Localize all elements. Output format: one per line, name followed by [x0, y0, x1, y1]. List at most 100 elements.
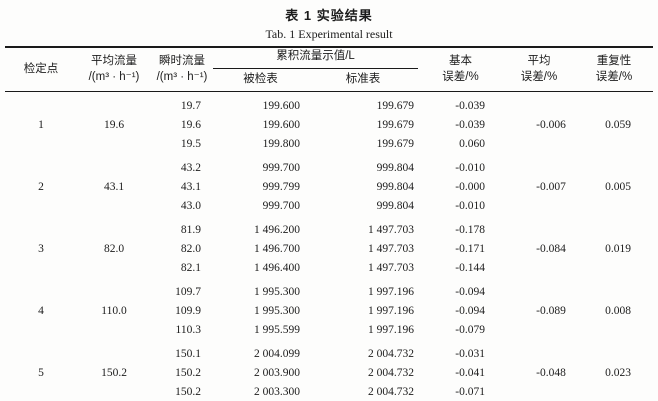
header-line: 误差/% [520, 70, 558, 83]
table-row: 19.5 199.800 199.679 0.060 [5, 135, 653, 154]
table-body: 1 19.6 19.7 199.600 199.679 -0.039 -0.006 0.059… [5, 92, 653, 401]
col-header-inst-flow: 瞬时流量 /(m³ · h⁻¹) [151, 47, 213, 92]
header-line: 基本 [449, 55, 472, 67]
cell-basic-error: -0.071 [455, 386, 485, 399]
cell-repeat-error: 0.008 [605, 305, 631, 318]
col-header-repeat-error: 重复性 误差/% [575, 47, 653, 92]
cell-standard-meter: 1 997.196 [368, 305, 414, 318]
cell-repeat-error: 0.019 [605, 243, 631, 256]
cell-mean-error: -0.048 [536, 367, 566, 380]
cell-basic-error: -0.000 [455, 181, 485, 194]
cell-standard-meter: 199.679 [376, 100, 414, 113]
header-line: 瞬时流量 [159, 55, 205, 67]
cell-basic-error: -0.079 [455, 324, 485, 337]
table-row: 4 110.0 109.7 1 995.300 1 997.196 -0.094 -0.08… [5, 278, 653, 317]
header-line: 平均 [527, 55, 551, 67]
cell-avg-flow: 82.0 [103, 243, 125, 256]
table-row: 43.1 999.799 999.804 -0.000 [5, 178, 653, 197]
cell-tested-meter: 2 003.900 [254, 367, 300, 380]
table-row: 19.6 199.600 199.679 -0.039 [5, 116, 653, 135]
table-row: 82.0 1 496.700 1 497.703 -0.171 [5, 240, 653, 259]
cell-basic-error: -0.039 [455, 119, 485, 132]
cell-tested-meter: 199.600 [262, 119, 300, 132]
col-header-basic-error: 基本 误差/% [418, 47, 503, 92]
table-header: 检定点 平均流量 /(m³ · h⁻¹) 瞬时流量 /(m³ · h⁻¹) 累积… [5, 47, 653, 92]
cell-repeat-error: 0.023 [605, 367, 631, 380]
cell-tested-meter: 2 003.300 [254, 386, 300, 399]
table-row: 5 150.2 150.1 2 004.099 2 004.732 -0.031 -0.04… [5, 340, 653, 379]
cell-standard-meter: 999.804 [376, 181, 414, 194]
cell-standard-meter: 2 004.732 [368, 348, 414, 361]
cell-inst-flow: 43.1 [180, 181, 201, 194]
table-row: 109.9 1 995.300 1 997.196 -0.094 [5, 302, 653, 321]
table-title-cn: 表 1 实验结果 [285, 8, 373, 23]
cell-tested-meter: 999.799 [262, 181, 300, 194]
cell-repeat-error: 0.005 [605, 181, 631, 194]
table-row: 110.3 1 995.599 1 997.196 -0.079 [5, 321, 653, 340]
cell-tested-meter: 199.600 [262, 100, 300, 113]
header-line: 误差/% [595, 70, 633, 83]
cell-point: 5 [38, 367, 44, 380]
cell-avg-flow: 110.0 [101, 305, 127, 318]
cell-avg-flow: 19.6 [103, 119, 125, 132]
table-row: 1 19.6 19.7 199.600 199.679 -0.039 -0.006 0.059 [5, 92, 653, 131]
cell-tested-meter: 1 496.200 [254, 224, 300, 237]
experimental-results-table: 检定点 平均流量 /(m³ · h⁻¹) 瞬时流量 /(m³ · h⁻¹) 累积… [5, 46, 653, 401]
cell-standard-meter: 1 997.196 [368, 324, 414, 337]
header-line: 误差/% [442, 70, 479, 83]
cell-basic-error: -0.094 [455, 286, 485, 299]
cell-inst-flow: 150.1 [175, 348, 201, 361]
cell-point: 4 [38, 305, 44, 318]
cell-mean-error: -0.084 [536, 243, 566, 256]
cell-tested-meter: 199.800 [262, 138, 300, 151]
cell-standard-meter: 1 497.703 [368, 262, 414, 275]
header-line: 平均流量 [91, 55, 137, 67]
header-row-sub: 被检表 标准表 [5, 68, 653, 92]
cell-basic-error: -0.031 [455, 348, 485, 361]
cell-basic-error: -0.010 [455, 162, 485, 175]
cell-inst-flow: 150.2 [175, 386, 201, 399]
cell-tested-meter: 1 995.599 [254, 324, 300, 337]
cell-inst-flow: 82.1 [180, 262, 201, 275]
cell-basic-error: -0.094 [455, 305, 485, 318]
table-row: 3 82.0 81.9 1 496.200 1 497.703 -0.178 -0.084 0… [5, 216, 653, 255]
cell-tested-meter: 999.700 [262, 162, 300, 175]
header-row-top: 检定点 平均流量 /(m³ · h⁻¹) 瞬时流量 /(m³ · h⁻¹) 累积… [5, 47, 653, 83]
col-header-cumulative: 累积流量示值/L [213, 47, 418, 69]
cell-mean-error: -0.089 [536, 305, 566, 318]
col-header-standard-meter: 标准表 [345, 72, 381, 85]
cell-tested-meter: 1 995.300 [254, 305, 300, 318]
cell-point: 2 [38, 181, 44, 194]
cell-basic-error: -0.041 [455, 367, 485, 380]
cell-inst-flow: 43.2 [180, 162, 201, 175]
cell-basic-error: -0.178 [455, 224, 485, 237]
col-header-mean-error: 平均 误差/% [503, 47, 575, 92]
cell-standard-meter: 2 004.732 [368, 367, 414, 380]
cell-standard-meter: 199.679 [376, 119, 414, 132]
cell-avg-flow: 150.2 [101, 367, 127, 380]
cell-inst-flow: 19.7 [180, 100, 201, 113]
cell-standard-meter: 1 497.703 [368, 224, 414, 237]
cell-inst-flow: 110.3 [175, 324, 201, 337]
cell-avg-flow: 43.1 [103, 181, 125, 194]
cell-point: 3 [38, 243, 44, 256]
cell-standard-meter: 1 497.703 [368, 243, 414, 256]
table-row: 43.0 999.700 999.804 -0.010 [5, 197, 653, 216]
cell-point: 1 [38, 119, 44, 132]
cell-inst-flow: 82.0 [180, 243, 201, 256]
table-row: 82.1 1 496.400 1 497.703 -0.144 [5, 259, 653, 278]
table-row: 2 43.1 43.2 999.700 999.804 -0.010 -0.007 0.005 [5, 154, 653, 193]
cell-mean-error: -0.006 [536, 119, 566, 132]
cell-standard-meter: 999.804 [376, 200, 414, 213]
cell-inst-flow: 150.2 [175, 367, 201, 380]
cell-basic-error: -0.144 [455, 262, 485, 275]
cell-tested-meter: 2 004.099 [254, 348, 300, 361]
cell-standard-meter: 999.804 [376, 162, 414, 175]
cell-inst-flow: 43.0 [180, 200, 201, 213]
cell-inst-flow: 109.7 [175, 286, 201, 299]
cell-tested-meter: 999.700 [262, 200, 300, 213]
cell-basic-error: -0.010 [455, 200, 485, 213]
cell-basic-error: -0.171 [455, 243, 485, 256]
cell-tested-meter: 1 496.400 [254, 262, 300, 275]
